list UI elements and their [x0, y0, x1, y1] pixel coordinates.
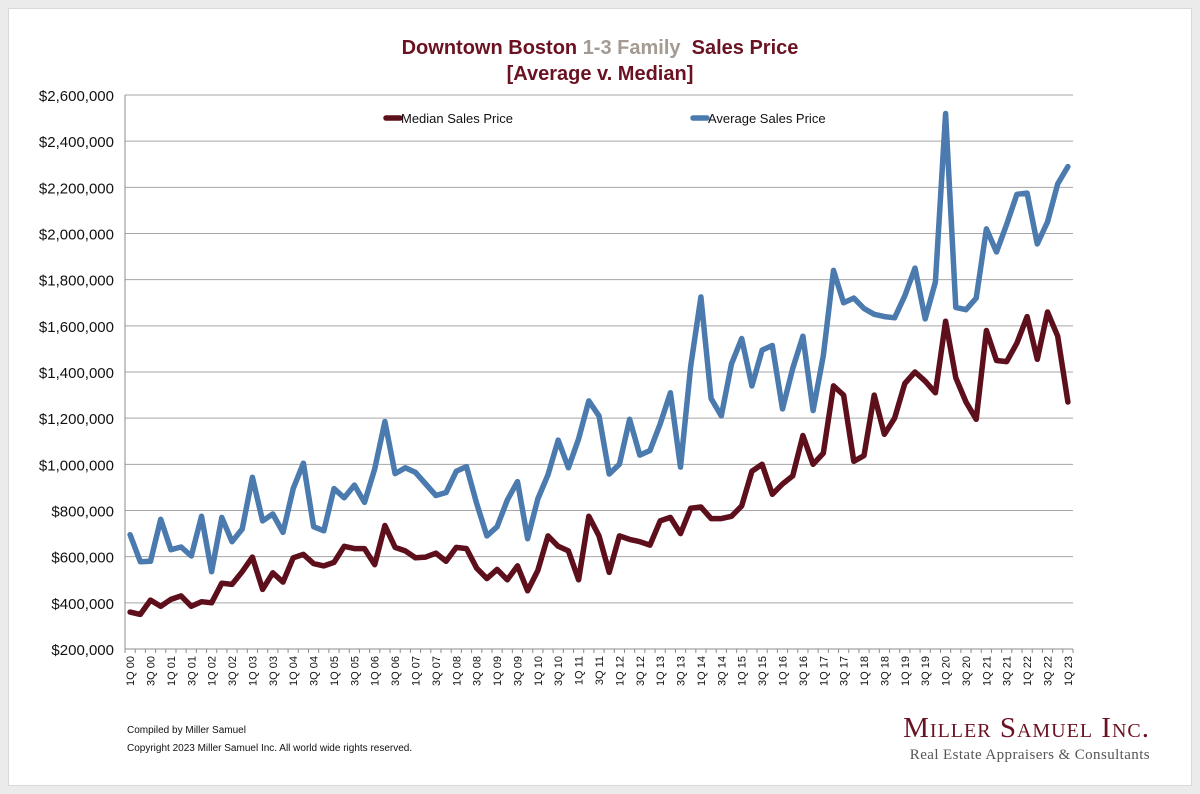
x-tick-label: 1Q 10: [533, 656, 545, 686]
x-tick-label: 3Q 11: [594, 656, 606, 685]
x-tick-label: 1Q 02: [207, 656, 219, 686]
x-tick-label: 3Q 00: [145, 656, 157, 686]
y-tick-label: $2,600,000: [39, 88, 114, 105]
x-tick-label: 1Q 21: [981, 656, 993, 686]
x-tick-label: 3Q 05: [349, 656, 361, 686]
brand-name: Miller Samuel Inc.: [903, 712, 1150, 744]
x-tick-label: 1Q 16: [777, 656, 789, 686]
x-tick-label: 1Q 01: [166, 656, 178, 686]
chart-card: [8, 8, 1192, 786]
y-tick-label: $1,000,000: [39, 457, 114, 474]
legend-label: Average Sales Price: [708, 111, 826, 126]
x-tick-label: 3Q 04: [309, 656, 321, 686]
x-tick-label: 1Q 15: [737, 656, 749, 686]
x-tick-label: 1Q 23: [1063, 656, 1075, 686]
x-tick-label: 3Q 09: [512, 656, 524, 686]
legend-label: Median Sales Price: [401, 111, 513, 126]
x-tick-label: 3Q 20: [961, 656, 973, 686]
x-tick-label: 3Q 06: [390, 656, 402, 686]
legend: Median Sales Price Average Sales Price: [383, 111, 826, 126]
x-tick-label: 1Q 06: [370, 656, 382, 686]
average-sales-price-line: [127, 110, 1071, 575]
legend-median: Median Sales Price: [383, 111, 513, 126]
x-tick-label: 3Q 15: [757, 656, 769, 686]
chart-title: Downtown Boston 1-3 Family Sales Price: [0, 37, 1200, 60]
x-tick-label: 1Q 09: [492, 656, 504, 686]
y-tick-label: $1,400,000: [39, 365, 114, 382]
x-tick-label: 1Q 22: [1022, 656, 1034, 686]
y-tick-label: $200,000: [51, 642, 114, 659]
y-tick-label: $800,000: [51, 504, 114, 521]
x-tick-label: 1Q 19: [900, 656, 912, 686]
y-tick-label: $2,400,000: [39, 134, 114, 151]
y-tick-label: $2,000,000: [39, 227, 114, 244]
gridlines: [125, 94, 1073, 650]
x-tick-label: 1Q 14: [696, 656, 708, 686]
x-tick-label: 1Q 00: [125, 656, 137, 686]
brand-tagline: Real Estate Appraisers & Consultants: [909, 747, 1150, 763]
y-tick-label: $600,000: [51, 550, 114, 567]
x-tick-label: 1Q 17: [818, 656, 830, 686]
x-tick-label: 1Q 11: [574, 656, 586, 685]
x-tick-label: 1Q 04: [288, 656, 300, 686]
x-tick-label: 1Q 03: [247, 656, 259, 686]
x-tick-label: 3Q 13: [676, 656, 688, 686]
x-tick-label: 1Q 18: [859, 656, 871, 686]
brand-logo: Miller Samuel Inc. Real Estate Appraiser…: [903, 712, 1150, 764]
x-tick-label: 3Q 10: [553, 656, 565, 686]
compiled-by-note: Compiled by Miller Samuel: [127, 725, 246, 736]
x-tick-label: 1Q 08: [451, 656, 463, 686]
y-tick-label: $1,600,000: [39, 319, 114, 336]
x-tick-label: 3Q 12: [635, 656, 647, 686]
title-part-location: Downtown Boston: [401, 37, 583, 59]
title-part-type: 1-3 Family: [582, 37, 681, 59]
x-tick-label: 3Q 08: [472, 656, 484, 686]
y-axis-tick-labels: $200,000 $400,000 $600,000 $800,000 $1,000,0…: [39, 88, 114, 659]
x-tick-label: 3Q 21: [1002, 656, 1014, 686]
x-tick-label: 3Q 17: [839, 656, 851, 686]
x-tick-label: 3Q 07: [431, 656, 443, 686]
x-tick-label: 1Q 05: [329, 656, 341, 686]
title-part-metric: Sales Price: [680, 37, 799, 59]
y-tick-label: $1,200,000: [39, 411, 114, 428]
x-tick-label: 3Q 16: [798, 656, 810, 686]
x-tick-label: 3Q 18: [879, 656, 891, 686]
y-tick-label: $2,200,000: [39, 180, 114, 197]
x-tick-label: 3Q 19: [920, 656, 932, 686]
x-tick-label: 1Q 12: [614, 656, 626, 686]
y-tick-label: $400,000: [51, 596, 114, 613]
x-tick-label: 3Q 01: [186, 656, 198, 686]
legend-average: Average Sales Price: [690, 111, 826, 126]
series-lines: [127, 110, 1071, 618]
x-tick-label: 3Q 22: [1043, 656, 1055, 686]
x-tick-label: 3Q 14: [716, 656, 728, 686]
x-tick-label: 3Q 02: [227, 656, 239, 686]
y-tick-label: $1,800,000: [39, 273, 114, 290]
x-tick-label: 1Q 20: [941, 656, 953, 686]
chart-subtitle: [Average v. Median]: [506, 63, 694, 85]
copyright-note: Copyright 2023 Miller Samuel Inc. All wo…: [127, 743, 413, 754]
axes: [124, 95, 1074, 653]
x-axis-tick-labels: 1Q 00 3Q 00 1Q 01 3Q 01 1Q 02 3Q 02 1Q 03 3Q 03…: [125, 656, 1075, 686]
x-tick-label: 1Q 07: [411, 656, 423, 686]
x-tick-label: 1Q 13: [655, 656, 667, 686]
x-tick-label: 3Q 03: [268, 656, 280, 686]
median-sales-price-line: [127, 309, 1071, 618]
